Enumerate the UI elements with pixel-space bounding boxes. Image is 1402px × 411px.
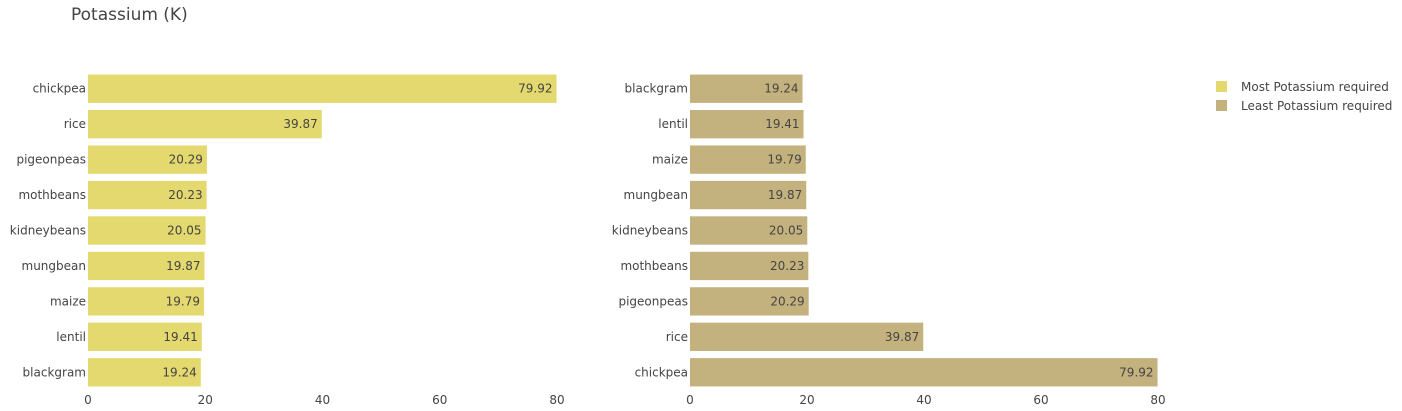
right-value-label-blackgram: 19.24 bbox=[764, 82, 798, 96]
right-value-label-mungbean: 19.87 bbox=[768, 188, 802, 202]
legend: Most Potassium required Least Potassium … bbox=[1216, 77, 1392, 115]
left-x-tick-40: 40 bbox=[315, 393, 330, 407]
right-x-tick-0: 0 bbox=[686, 393, 694, 407]
legend-label-most: Most Potassium required bbox=[1241, 79, 1389, 94]
right-category-label-mothbeans: mothbeans bbox=[620, 259, 688, 273]
right-value-label-maize: 19.79 bbox=[767, 153, 801, 167]
left-value-label-pigeonpeas: 20.29 bbox=[169, 153, 203, 167]
right-bar-rice bbox=[690, 322, 924, 352]
right-bar-lentil bbox=[690, 109, 804, 139]
left-x-tick-80: 80 bbox=[549, 393, 564, 407]
right-value-label-kidneybeans: 20.05 bbox=[769, 224, 803, 238]
left-value-label-maize: 19.79 bbox=[166, 294, 200, 308]
right-value-label-chickpea: 79.92 bbox=[1119, 365, 1153, 379]
left-category-label-lentil: lentil bbox=[56, 330, 86, 344]
left-category-label-rice: rice bbox=[64, 117, 86, 131]
left-value-label-mothbeans: 20.23 bbox=[168, 188, 202, 202]
legend-item-most[interactable]: Most Potassium required bbox=[1216, 77, 1392, 96]
right-category-label-maize: maize bbox=[652, 153, 688, 167]
right-x-tick-60: 60 bbox=[1033, 393, 1048, 407]
left-bar-mothbeans bbox=[88, 180, 207, 210]
left-bar-pigeonpeas bbox=[88, 145, 207, 174]
left-x-tick-20: 20 bbox=[198, 393, 213, 407]
right-category-label-blackgram: blackgram bbox=[625, 82, 688, 96]
left-value-label-mungbean: 19.87 bbox=[166, 259, 200, 273]
right-bar-mothbeans bbox=[690, 251, 809, 281]
left-bar-maize bbox=[88, 287, 205, 316]
legend-swatch-least bbox=[1216, 100, 1227, 111]
right-category-label-lentil: lentil bbox=[658, 117, 688, 131]
right-value-label-rice: 39.87 bbox=[885, 330, 919, 344]
left-value-label-rice: 39.87 bbox=[283, 117, 317, 131]
right-category-label-pigeonpeas: pigeonpeas bbox=[618, 294, 688, 308]
left-bar-lentil bbox=[88, 322, 202, 352]
right-x-tick-40: 40 bbox=[916, 393, 931, 407]
left-category-label-pigeonpeas: pigeonpeas bbox=[16, 153, 86, 167]
left-value-label-blackgram: 19.24 bbox=[162, 365, 196, 379]
left-panel: chickpea 79.92 rice 39.87 pigeonpeas 20.29 mot… bbox=[10, 74, 565, 407]
legend-swatch-most bbox=[1216, 81, 1227, 92]
left-category-label-mothbeans: mothbeans bbox=[18, 188, 86, 202]
right-bar-blackgram bbox=[690, 74, 803, 103]
left-bar-blackgram bbox=[88, 358, 201, 387]
left-category-label-maize: maize bbox=[50, 294, 86, 308]
left-bar-rice bbox=[88, 109, 322, 139]
right-x-tick-20: 20 bbox=[799, 393, 814, 407]
right-bar-chickpea bbox=[690, 358, 1158, 387]
left-value-label-chickpea: 79.92 bbox=[518, 82, 552, 96]
right-panel: blackgram 19.24 lentil 19.41 maize 19.79 mungb… bbox=[612, 74, 1166, 407]
legend-item-least[interactable]: Least Potassium required bbox=[1216, 96, 1392, 115]
left-bar-kidneybeans bbox=[88, 216, 206, 245]
left-category-label-kidneybeans: kidneybeans bbox=[10, 224, 86, 238]
right-value-label-mothbeans: 20.23 bbox=[770, 259, 804, 273]
right-category-label-rice: rice bbox=[666, 330, 688, 344]
left-value-label-kidneybeans: 20.05 bbox=[167, 224, 201, 238]
right-category-label-chickpea: chickpea bbox=[635, 365, 688, 379]
left-x-tick-60: 60 bbox=[432, 393, 447, 407]
right-value-label-pigeonpeas: 20.29 bbox=[770, 294, 804, 308]
left-bar-mungbean bbox=[88, 251, 205, 281]
right-bar-kidneybeans bbox=[690, 216, 808, 245]
left-category-label-chickpea: chickpea bbox=[33, 82, 86, 96]
right-bar-maize bbox=[690, 145, 806, 174]
left-category-label-mungbean: mungbean bbox=[22, 259, 86, 273]
left-x-tick-0: 0 bbox=[84, 393, 92, 407]
left-bar-chickpea bbox=[88, 74, 557, 103]
chart-title: Potassium (K) bbox=[71, 5, 188, 25]
right-value-label-lentil: 19.41 bbox=[765, 117, 799, 131]
right-category-label-kidneybeans: kidneybeans bbox=[612, 224, 688, 238]
legend-label-least: Least Potassium required bbox=[1241, 98, 1393, 113]
right-category-label-mungbean: mungbean bbox=[624, 188, 688, 202]
left-category-label-blackgram: blackgram bbox=[23, 365, 86, 379]
right-x-tick-80: 80 bbox=[1150, 393, 1165, 407]
right-bar-mungbean bbox=[690, 180, 807, 210]
left-value-label-lentil: 19.41 bbox=[163, 330, 197, 344]
right-bar-pigeonpeas bbox=[690, 287, 809, 316]
